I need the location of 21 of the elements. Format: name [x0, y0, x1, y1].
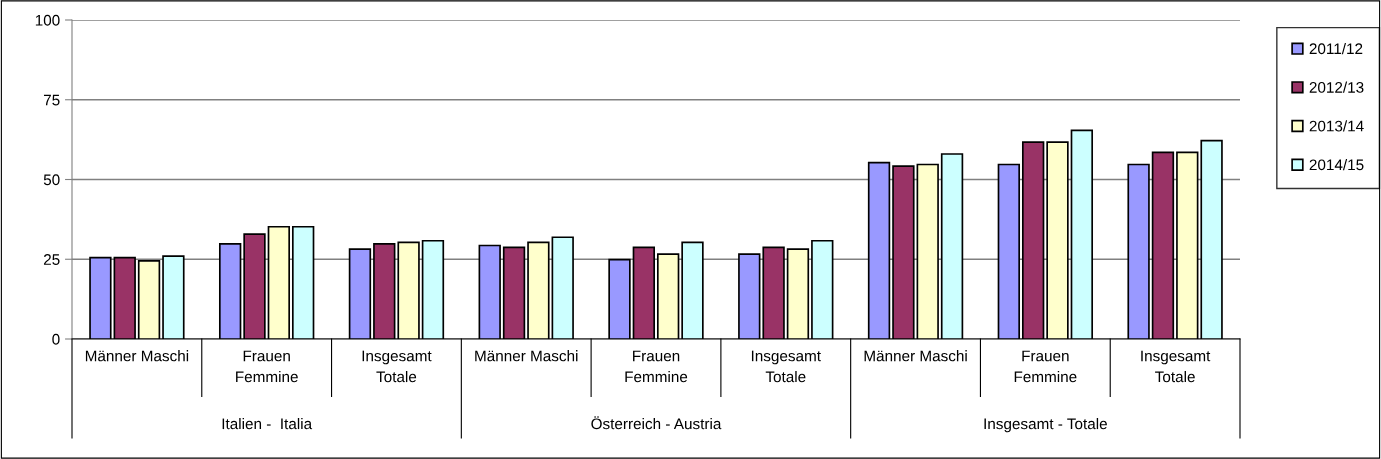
legend-label: 2011/12 — [1309, 42, 1363, 55]
x-tick-label: Insgesamt Totale — [1141, 350, 1211, 383]
x-tick-label: Frauen Femmine — [236, 350, 298, 383]
legend-label: 2012/13 — [1309, 81, 1364, 93]
y-tick-label: 25 — [43, 254, 60, 265]
y-tick-label: 50 — [43, 174, 60, 186]
text: Italien - Italia — [222, 418, 313, 430]
y-tick-label: 0 — [52, 333, 60, 345]
y-tick-label: 100 — [35, 14, 60, 26]
x-tick-label: Insgesamt Totale — [751, 350, 821, 383]
x-tick-label: Frauen Femmine — [625, 350, 688, 383]
legend-label: 2014/15 — [1309, 158, 1364, 171]
legend-label: 2013/14 — [1309, 120, 1364, 132]
x-tick-label: Männer Maschi — [85, 350, 189, 362]
x-tick-label: Männer Maschi — [864, 350, 967, 362]
x-tick-label: Männer Maschi — [475, 350, 578, 362]
text: Insgesamt - Totale — [984, 418, 1107, 433]
text: Österreich - Austria — [591, 416, 722, 430]
y-tick-label: 75 — [43, 94, 60, 106]
x-tick-label: Frauen Femmine — [1014, 350, 1077, 383]
x-tick-label: Insgesamt Totale — [362, 350, 432, 383]
